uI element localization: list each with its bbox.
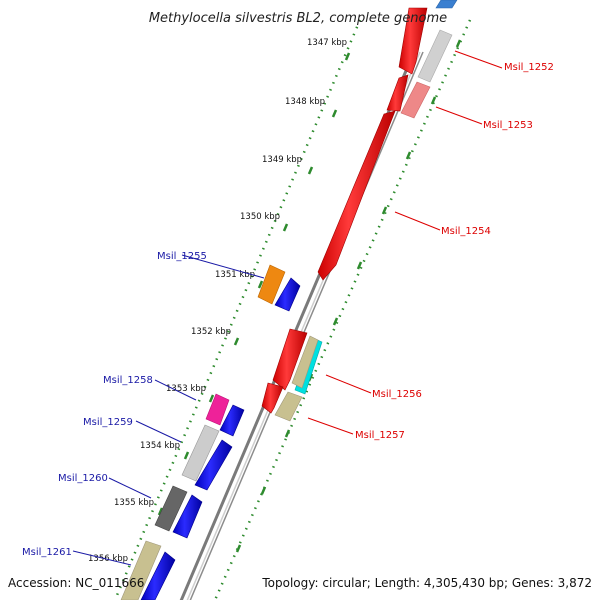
orf-arrow xyxy=(274,277,301,312)
tick-label: 1349 kbp xyxy=(262,155,302,165)
leader-line xyxy=(454,50,503,69)
map-title: Methylocella silvestris BL2, complete ge… xyxy=(149,11,447,26)
orf-arrow xyxy=(317,110,396,281)
gene-label-msil-1255[interactable]: Msil_1255 xyxy=(157,251,207,262)
gene-label-msil-1252[interactable]: Msil_1252 xyxy=(504,62,554,73)
leader-line xyxy=(108,477,152,499)
tick-track xyxy=(113,19,472,600)
orf-arrow xyxy=(398,7,428,75)
gene-block-msil-1257-upper[interactable] xyxy=(291,335,319,389)
gene-block-msil-1261[interactable] xyxy=(120,540,162,600)
gene-label-msil-1256[interactable]: Msil_1256 xyxy=(372,389,422,400)
orf-arrow xyxy=(386,74,409,112)
orf-arrow xyxy=(219,404,245,437)
leader-line xyxy=(394,211,441,231)
tick-label: 1348 kbp xyxy=(285,97,325,107)
orf-arrow xyxy=(272,328,308,391)
leader-line xyxy=(325,374,372,394)
tick-label: 1352 kbp xyxy=(191,327,231,337)
tick-label: 1351 kbp xyxy=(215,270,255,280)
orf-arrow xyxy=(261,382,284,414)
gene-labels: Msil_1252 Msil_1253 Msil_1254 Msil_1255 … xyxy=(22,62,554,558)
gene-track xyxy=(120,29,453,600)
gene-block-msil-1260[interactable] xyxy=(154,485,188,532)
leader-line xyxy=(135,420,182,443)
topology-text: Topology: circular; Length: 4,305,430 bp… xyxy=(261,576,592,590)
leader-line xyxy=(154,379,197,401)
tick-label: 1347 kbp xyxy=(307,38,347,48)
orf-track xyxy=(140,0,458,600)
accession-text: Accession: NC_011666 xyxy=(8,576,144,590)
leader-lines xyxy=(72,50,503,566)
orf-arrow xyxy=(172,494,203,539)
orf-arrow xyxy=(194,439,233,491)
tick-label: 1353 kbp xyxy=(166,384,206,394)
gene-block-msil-1255[interactable] xyxy=(257,264,286,305)
leader-line xyxy=(181,254,265,279)
leader-line xyxy=(435,106,483,125)
leader-line xyxy=(307,417,354,435)
gene-block-msil-1258[interactable] xyxy=(205,393,230,426)
gene-block-msil-1252[interactable] xyxy=(417,29,453,83)
orf-arrow xyxy=(140,551,176,600)
orf-arrow xyxy=(435,0,458,9)
leader-line xyxy=(72,550,132,566)
gene-label-msil-1253[interactable]: Msil_1253 xyxy=(483,120,533,131)
gene-label-msil-1254[interactable]: Msil_1254 xyxy=(441,226,491,237)
gene-label-msil-1257[interactable]: Msil_1257 xyxy=(355,430,405,441)
gene-label-msil-1260[interactable]: Msil_1260 xyxy=(58,473,108,484)
tick-label: 1354 kbp xyxy=(140,441,180,451)
gene-label-msil-1258[interactable]: Msil_1258 xyxy=(103,375,153,386)
gene-block-msil-1257[interactable] xyxy=(274,391,303,422)
gene-block-msil-1259[interactable] xyxy=(181,424,220,482)
tick-label: 1350 kbp xyxy=(240,212,280,222)
gene-label-msil-1259[interactable]: Msil_1259 xyxy=(83,417,133,428)
gene-label-msil-1261[interactable]: Msil_1261 xyxy=(22,547,72,558)
tick-label: 1355 kbp xyxy=(114,498,154,508)
gene-block-msil-1253[interactable] xyxy=(400,81,431,119)
